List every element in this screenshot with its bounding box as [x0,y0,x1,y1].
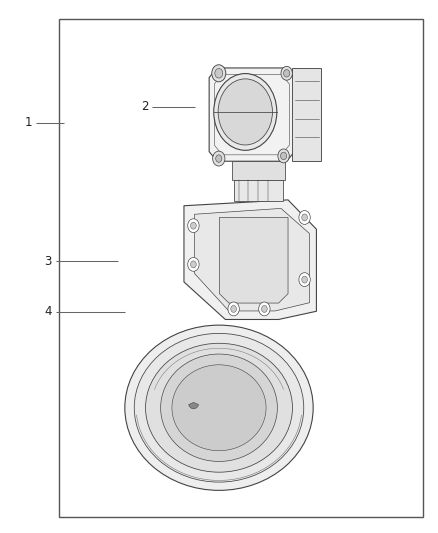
Circle shape [188,257,199,271]
Circle shape [188,219,199,232]
Circle shape [284,69,290,77]
Circle shape [299,211,310,224]
Circle shape [259,302,270,316]
Circle shape [215,68,223,78]
Circle shape [302,214,307,221]
Ellipse shape [145,343,293,472]
Bar [234,180,283,201]
Circle shape [302,276,307,283]
Ellipse shape [161,354,277,462]
Text: 4: 4 [44,305,52,318]
Polygon shape [184,200,316,319]
Text: 3: 3 [45,255,52,268]
Circle shape [231,305,237,312]
Text: 2: 2 [141,100,148,113]
Ellipse shape [125,325,313,490]
Circle shape [280,152,286,160]
Polygon shape [194,208,309,311]
Circle shape [218,79,272,145]
Circle shape [214,74,277,150]
Circle shape [212,151,225,166]
Circle shape [278,149,289,163]
Circle shape [261,305,267,312]
Bar [232,161,285,180]
Circle shape [299,273,310,287]
Polygon shape [219,217,288,303]
Circle shape [281,66,293,80]
Polygon shape [209,68,294,161]
Ellipse shape [172,365,266,451]
Circle shape [228,302,239,316]
Ellipse shape [134,334,304,482]
Bar [293,68,321,161]
Circle shape [212,64,226,82]
Text: 1: 1 [25,116,32,129]
Circle shape [191,222,196,229]
Bar [59,19,423,517]
Circle shape [215,155,222,162]
Circle shape [191,261,196,268]
Wedge shape [189,402,198,409]
